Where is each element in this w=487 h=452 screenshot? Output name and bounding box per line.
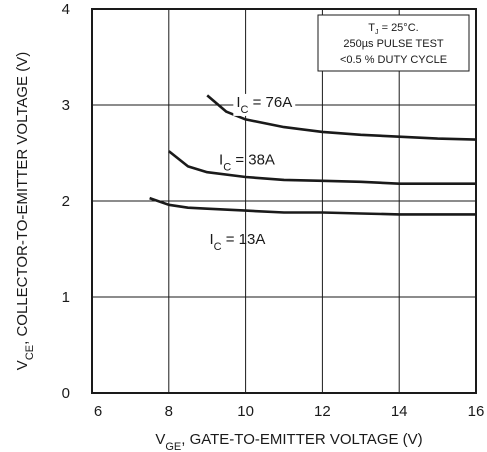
condition-line-3: <0.5 % DUTY CYCLE [340, 54, 447, 66]
series-label-1: IC = 76A [236, 94, 292, 116]
x-tick-label: 8 [165, 403, 173, 420]
series-curves [149, 94, 477, 216]
x-axis-title: VGE, GATE-TO-EMITTER VOLTAGE (V) [155, 431, 422, 452]
y-tick-label: 1 [62, 289, 70, 306]
y-tick-label: 2 [62, 193, 70, 210]
y-axis-title: VCE, COLLECTOR-TO-EMITTER VOLTAGE (V) [14, 52, 36, 370]
axis-titles: VGE, GATE-TO-EMITTER VOLTAGE (V) VCE, COL… [14, 52, 423, 452]
x-tick-label: 12 [314, 403, 331, 420]
test-conditions-box: TJ = 25°C. 250µs PULSE TEST <0.5 % DUTY CY… [317, 14, 470, 72]
x-tick-labels: 6 8 10 12 14 16 [94, 403, 485, 420]
condition-line-1: TJ = 25°C. [368, 22, 418, 36]
series-line-1 [206, 94, 477, 141]
y-tick-label: 0 [62, 385, 70, 402]
conditions-box [317, 14, 470, 72]
plot-frame [91, 8, 477, 394]
x-tick-label: 6 [94, 403, 102, 420]
x-tick-label: 10 [237, 403, 254, 420]
y-tick-labels: 0 1 2 3 4 [62, 1, 70, 402]
x-tick-label: 14 [391, 403, 408, 420]
series-label-3: IC = 13A [209, 231, 265, 253]
series-labels: IC = 76A IC = 38A IC = 13A [209, 93, 296, 253]
y-tick-label: 3 [62, 97, 70, 114]
label-bg [233, 93, 296, 116]
y-tick-label: 4 [62, 1, 70, 18]
condition-line-2: 250µs PULSE TEST [343, 38, 444, 50]
series-label-2: IC = 38A [219, 152, 275, 174]
x-tick-label: 16 [468, 403, 485, 420]
series-line-2 [167, 150, 476, 185]
series-line-3 [149, 196, 476, 216]
